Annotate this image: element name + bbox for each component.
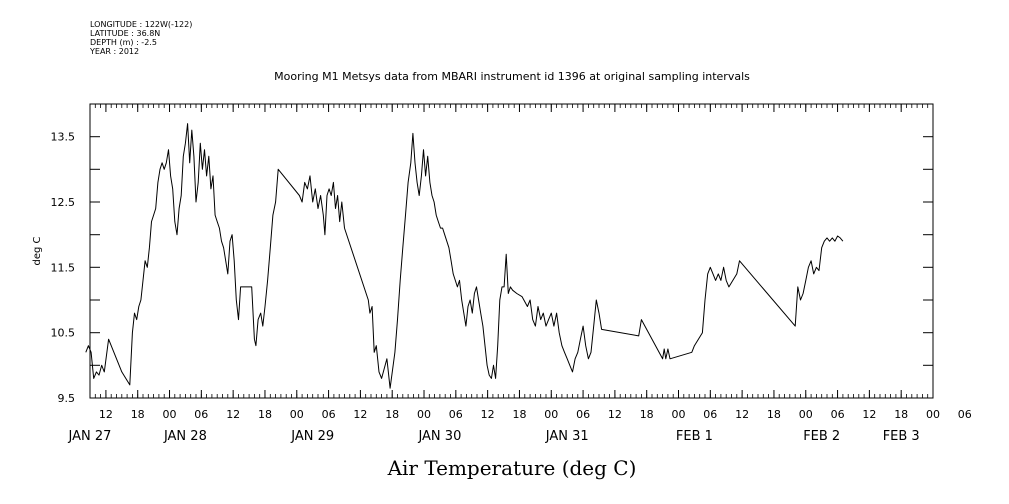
metadata-block: LONGITUDE : 122W(-122) LATITUDE : 36.8N … — [90, 20, 192, 56]
minor-tick-marks — [89, 104, 934, 398]
series-layer — [85, 123, 844, 389]
x-tick-label: 18 — [513, 408, 527, 421]
x-tick-label: 00 — [163, 408, 177, 421]
y-tick-label: 9.5 — [58, 392, 76, 405]
chart-title: Mooring M1 Metsys data from MBARI instru… — [274, 70, 750, 83]
x-tick-label: 18 — [767, 408, 781, 421]
x-tick-label: 06 — [194, 408, 208, 421]
x-tick-label: 06 — [831, 408, 845, 421]
x-axis: 12 18 00 06 12 18 00 06 12 18 00 06 12 18 00 06 12 18 00 06… — [68, 104, 972, 444]
year-text: YEAR : 2012 — [90, 47, 140, 56]
x-tick-label: 18 — [131, 408, 145, 421]
x-date-label: FEB 3 — [883, 429, 920, 444]
latitude-text: LATITUDE : 36.8N — [90, 29, 161, 38]
x-tick-label: 12 — [99, 408, 113, 421]
y-tick-label: 13.5 — [51, 131, 76, 144]
x-date-label: JAN 27 — [68, 429, 112, 444]
y-axis: 9.5 10.5 11.5 12.5 13.5 — [51, 103, 933, 405]
x-tick-label: 00 — [544, 408, 558, 421]
x-date-label: JAN 30 — [417, 429, 461, 444]
x-tick-label: 06 — [449, 408, 463, 421]
x-tick-label: 18 — [640, 408, 654, 421]
x-tick-label: 06 — [958, 408, 972, 421]
y-tick-label: 12.5 — [51, 196, 76, 209]
x-axis-label: Air Temperature (deg C) — [387, 456, 637, 480]
plot-frame — [89, 103, 934, 399]
x-date-label: JAN 29 — [290, 429, 334, 444]
depth-text: DEPTH (m) : -2.5 — [90, 38, 157, 47]
x-tick-label: 06 — [703, 408, 717, 421]
x-tick-label: 06 — [322, 408, 336, 421]
y-tick-label: 10.5 — [51, 327, 76, 340]
x-tick-label: 18 — [258, 408, 272, 421]
y-axis-label: deg C — [32, 236, 43, 265]
x-tick-label: 18 — [385, 408, 399, 421]
x-tick-label: 12 — [608, 408, 622, 421]
x-tick-label: 12 — [481, 408, 495, 421]
y-tick-label: 11.5 — [51, 261, 76, 274]
x-tick-label: 00 — [417, 408, 431, 421]
minor-ticks — [89, 104, 934, 398]
x-tick-label: 00 — [672, 408, 686, 421]
longitude-text: LONGITUDE : 122W(-122) — [90, 20, 193, 29]
x-tick-label: 12 — [735, 408, 749, 421]
x-tick-label: 06 — [576, 408, 590, 421]
x-date-label: FEB 1 — [676, 429, 713, 444]
series-line — [85, 123, 844, 389]
x-tick-label: 00 — [926, 408, 940, 421]
x-tick-label: 12 — [353, 408, 367, 421]
x-date-label: FEB 2 — [803, 429, 840, 444]
x-tick-label: 00 — [799, 408, 813, 421]
x-tick-label: 18 — [894, 408, 908, 421]
x-date-label: JAN 31 — [545, 429, 589, 444]
x-tick-label: 12 — [862, 408, 876, 421]
x-date-label: JAN 28 — [163, 429, 207, 444]
x-tick-label: 00 — [290, 408, 304, 421]
x-tick-label: 12 — [226, 408, 240, 421]
